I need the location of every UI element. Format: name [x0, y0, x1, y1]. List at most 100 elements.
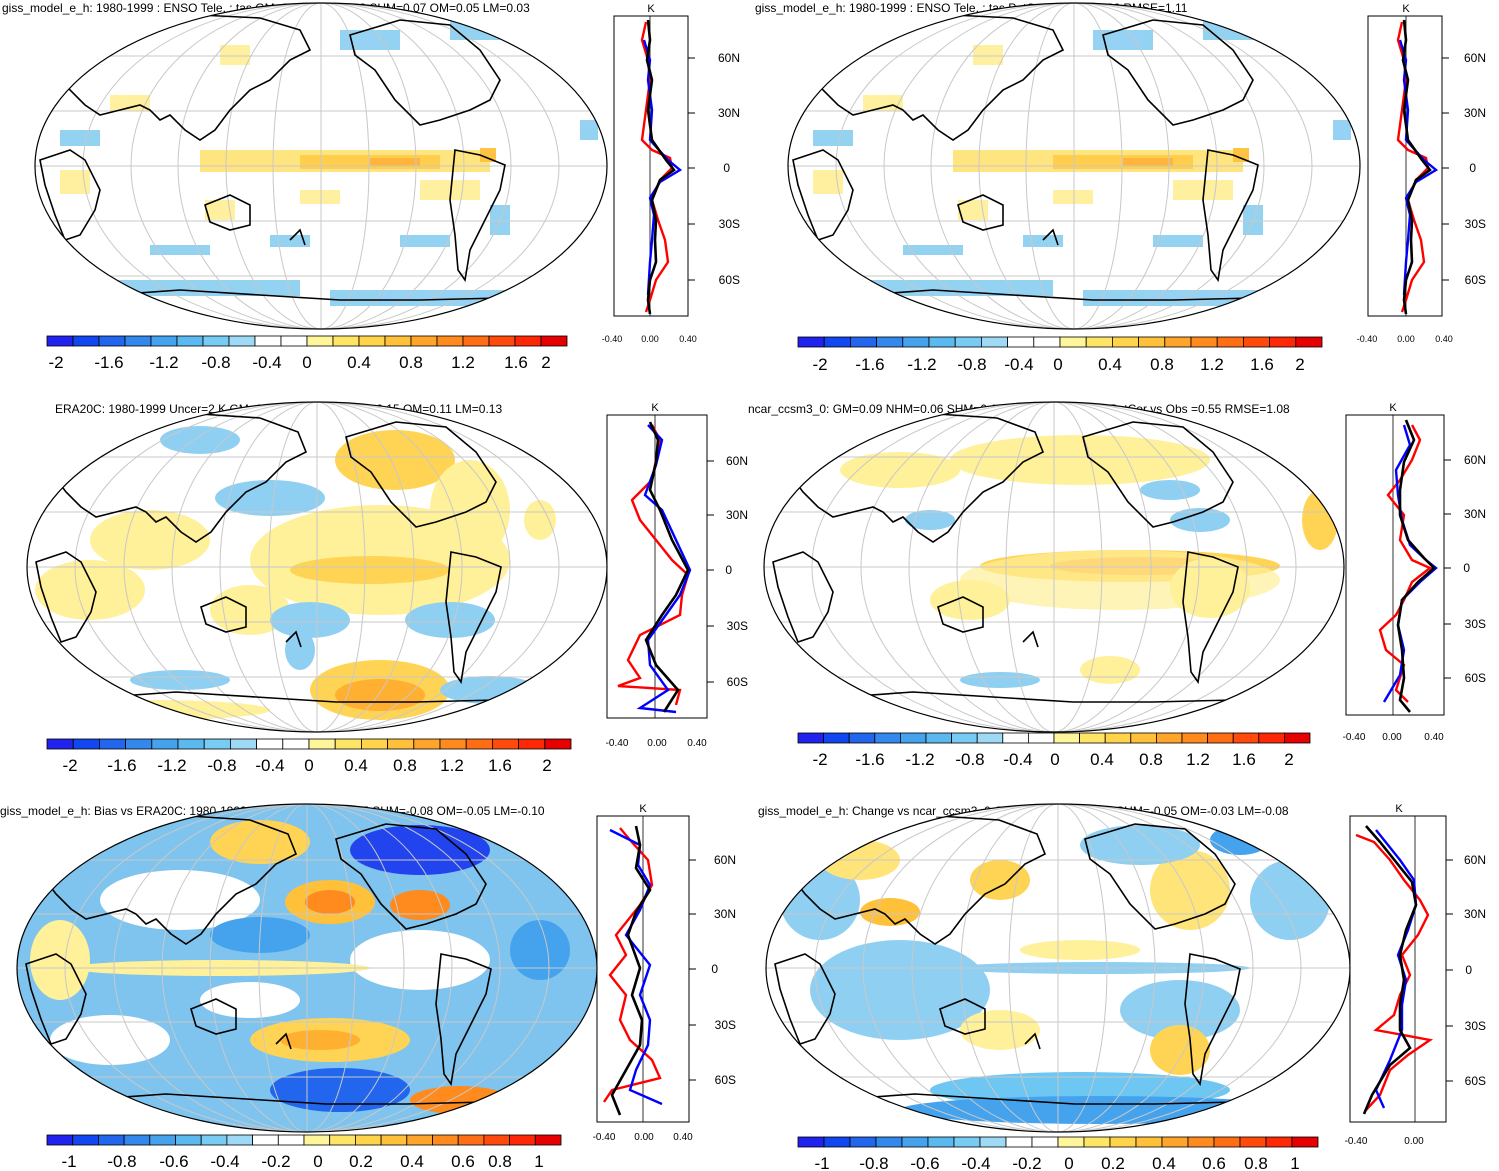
colorbar-swatch [1059, 336, 1087, 348]
profile-tick-label: 0.00 [647, 738, 667, 749]
colorbar-swatch [203, 738, 231, 750]
colorbar-swatch [1181, 732, 1209, 744]
map-plot [764, 402, 1344, 732]
profile-tick-label: 0.00 [1382, 732, 1402, 743]
colorbar-swatch [384, 335, 412, 347]
colorbar-label: -2 [812, 750, 827, 769]
panel-1: giss_model_e_h: 1980-1999 : ENSO Tele. :… [2, 1, 740, 372]
lat-label: 60N [726, 454, 748, 468]
colorbar-swatch [1130, 732, 1157, 744]
colorbar-swatch [1295, 336, 1323, 348]
colorbar-swatch [306, 335, 334, 347]
zonal-line-blue [1398, 39, 1439, 296]
colorbar-swatch [123, 1134, 151, 1146]
colorbar-label: -0.2 [261, 1152, 290, 1171]
lat-label: 30N [1464, 106, 1486, 120]
map-plot [27, 402, 607, 732]
colorbar-label: 1 [1290, 1154, 1299, 1171]
lat-label: 30S [1465, 1019, 1486, 1033]
colorbar-label: 2 [542, 756, 551, 775]
colorbar-label: -1.2 [905, 750, 934, 769]
zonal-line-red [1355, 833, 1434, 1111]
colorbar-label: -0.8 [859, 1154, 888, 1171]
profile-tick-label: 0.00 [1404, 1136, 1424, 1147]
lat-label: 60N [1464, 51, 1486, 65]
profile-tick-label: 0.40 [673, 1132, 693, 1143]
profile-units-label: K [1389, 402, 1397, 414]
colorbar-swatch [439, 738, 467, 750]
colorbar-label: 1.6 [1250, 355, 1274, 374]
profile-tick-label: 0.00 [634, 1132, 654, 1143]
lat-tick-marks [707, 460, 714, 683]
zonal-line-black [610, 825, 652, 1116]
colorbar-swatch [953, 1136, 981, 1148]
zonal-profile-plot: K 60N 30N 0 30S 60S -0.40 0.00 0.40 [1357, 3, 1486, 344]
zonal-profile-plot: K 60N 30N 0 30S 60S -0.40 0.00 0.40 [602, 3, 740, 344]
colorbar-label: 1.2 [451, 353, 475, 372]
colorbar-swatches [46, 1134, 562, 1146]
colorbar-label: -1 [814, 1154, 829, 1171]
colorbar-swatch [1216, 336, 1244, 348]
colorbar-swatches [797, 336, 1323, 348]
colorbar-swatch [823, 1136, 851, 1148]
colorbar-swatch [540, 335, 568, 347]
colorbar-swatch [928, 336, 956, 348]
colorbar-swatch [72, 738, 100, 750]
colorbar-swatches [46, 335, 568, 347]
lat-label: 0 [1465, 963, 1472, 977]
profile-tick-label: -0.40 [602, 334, 623, 344]
colorbar-swatch [436, 335, 464, 347]
lat-label: 30S [727, 619, 748, 633]
colorbar-swatch [1239, 1136, 1267, 1148]
colorbar-swatch [1079, 732, 1106, 744]
colorbar-swatch [1033, 336, 1061, 348]
colorbar-label: 0 [304, 756, 313, 775]
colorbar-swatch [465, 738, 493, 750]
colorbar-label: 1.6 [504, 353, 528, 372]
colorbar-swatch [175, 1134, 202, 1146]
colorbar-label: 1 [534, 1152, 543, 1171]
colorbar-label: 0.2 [1101, 1154, 1125, 1171]
colorbar-swatch [1243, 336, 1271, 348]
colorbar-swatch [1291, 1136, 1319, 1148]
lat-label: 0 [725, 563, 732, 577]
colorbar-swatch [1161, 1136, 1189, 1148]
lat-label: 60N [1464, 453, 1486, 467]
lat-label: 30S [715, 1018, 736, 1032]
colorbar: -2 -1.6 -1.2 -0.8 -0.4 0 0.4 0.8 1.2 1.6… [797, 732, 1311, 769]
colorbar-swatch [254, 335, 282, 347]
colorbar-label: -1 [61, 1152, 76, 1171]
colorbar-label: 0.4 [1098, 355, 1122, 374]
colorbar-swatch [1164, 336, 1192, 348]
panel-2: giss_model_e_h: 1980-1999 : ENSO Tele. :… [755, 1, 1486, 374]
colorbar-swatch [1031, 1136, 1059, 1148]
colorbar-swatch [925, 732, 953, 744]
colorbar-swatch [360, 738, 388, 750]
colorbar-label: -0.6 [910, 1154, 939, 1171]
map-plot [766, 804, 1350, 1132]
colorbar-swatch [850, 336, 878, 348]
colorbar-swatch [509, 1134, 536, 1146]
colorbar-swatch [1232, 732, 1260, 744]
profile-tick-label: -0.40 [593, 1132, 616, 1143]
colorbar-label: 2 [1284, 750, 1293, 769]
map-plot [35, 3, 607, 329]
colorbar-swatch [874, 732, 901, 744]
colorbar-swatch [151, 738, 179, 750]
colorbar-swatch [900, 732, 927, 744]
colorbar-label: -1.6 [107, 756, 136, 775]
zonal-line-red [617, 424, 690, 706]
profile-tick-label: 0.40 [1435, 334, 1453, 344]
map-plot [17, 804, 597, 1132]
colorbar-label: 2 [1295, 355, 1304, 374]
lat-label: 60N [1464, 853, 1486, 867]
lat-label: 30S [1465, 617, 1486, 631]
colorbar-label: -0.4 [1004, 355, 1033, 374]
lat-tick-marks [1444, 459, 1451, 679]
colorbar-swatch [98, 1134, 125, 1146]
zonal-line-blue [642, 39, 683, 296]
colorbar-label: 0.8 [1150, 355, 1174, 374]
colorbar-label: -0.8 [955, 750, 984, 769]
colorbar-swatch [1138, 336, 1166, 348]
profile-tick-label: -0.40 [1345, 1136, 1368, 1147]
